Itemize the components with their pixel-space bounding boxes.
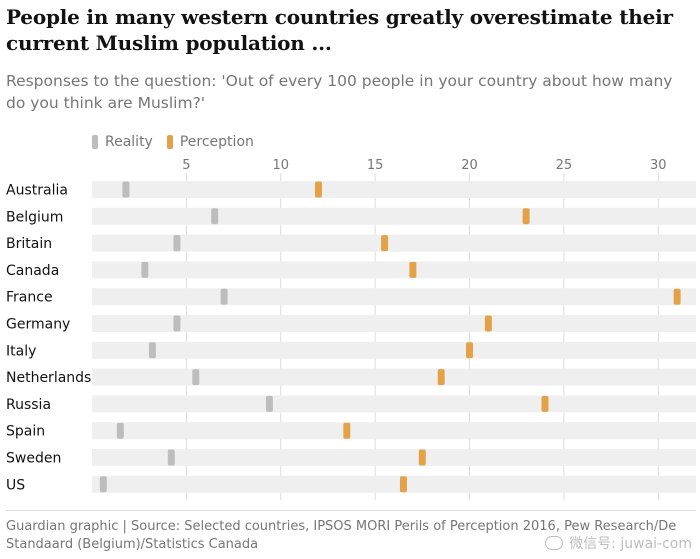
row-track [92,422,696,440]
row-track [92,475,696,493]
perception-marker [418,449,426,466]
reality-marker [173,235,181,252]
perception-marker [541,395,549,412]
footer-divider [6,510,696,511]
perception-marker [381,235,389,252]
perception-marker [409,261,417,278]
x-tick-label: 5 [182,158,190,173]
reality-marker [167,449,175,466]
row-track [92,207,696,225]
perception-marker [399,476,407,493]
x-tick-label: 25 [556,158,573,173]
x-tick-label: 30 [650,158,667,173]
chart-subtitle: Responses to the question: 'Out of every… [6,72,673,112]
watermark-text: 微信号: juwai-com [569,536,692,552]
perception-marker [484,315,492,332]
reality-marker [99,476,107,493]
country-label: Italy [6,343,36,359]
country-label: Spain [6,424,45,440]
chart-title: People in many western countries greatly… [6,5,673,55]
legend-swatch-reality [92,135,98,149]
reality-marker [141,261,149,278]
country-label: Canada [6,263,59,279]
country-label: France [6,290,53,306]
row-track [92,395,696,413]
reality-marker [116,422,124,439]
reality-marker [265,395,273,412]
country-label: US [6,477,25,493]
country-label: Sweden [6,451,61,467]
reality-marker [220,288,228,305]
country-label: Britain [6,236,52,252]
perception-marker [343,422,351,439]
perception-marker [466,342,473,359]
country-label: Germany [6,317,70,333]
reality-marker [148,342,156,359]
reality-marker [192,369,200,386]
row-track [92,261,696,279]
country-label: Russia [6,397,51,413]
row-track [92,341,696,359]
watermark: 微信号: juwai-com [545,533,692,553]
perception-marker [315,181,322,198]
wechat-icon [545,536,564,550]
reality-marker [122,181,130,198]
row-track [92,288,696,306]
row-track [92,449,696,466]
legend: Reality Perception [92,134,268,150]
legend-label-perception: Perception [179,134,254,150]
x-tick-label: 15 [367,158,384,173]
country-label: Netherlands [6,370,91,386]
row-track [92,315,696,332]
country-label: Belgium [6,209,63,225]
row-track [92,234,696,252]
row-track [92,181,696,198]
legend-label-reality: Reality [105,134,153,150]
perception-marker [522,208,530,225]
legend-swatch-perception [166,135,173,149]
reality-marker [211,208,219,225]
legend-item-perception: Perception [166,134,254,150]
dot-chart: 5 10 15 20 25 30 Australia Belgium Britain Canada… [6,158,696,500]
perception-marker [437,369,445,386]
row-track [92,368,696,386]
x-tick-label: 20 [461,158,478,173]
country-label: Australia [6,183,68,199]
source-note: Guardian graphic | Source: Selected coun… [6,519,677,552]
perception-marker [673,288,681,305]
x-tick-label: 10 [272,158,289,173]
reality-marker [173,315,181,332]
legend-item-reality: Reality [92,134,153,150]
